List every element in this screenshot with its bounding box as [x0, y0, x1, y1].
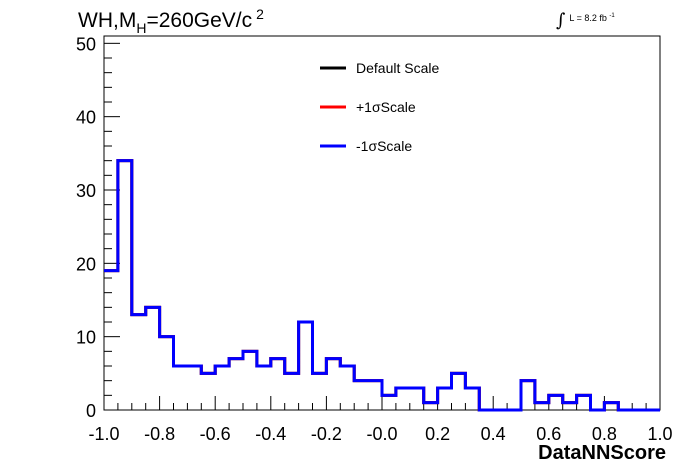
x-axis: -1.0 -0.8 -0.6 -0.4 -0.2 -0.0 0.2 0.4 0.6 0.8 1.0	[88, 396, 673, 444]
luminosity-label: ∫ L = 8.2 fb -1	[556, 10, 615, 31]
axes-frame	[103, 35, 661, 411]
series-line-2	[104, 159, 660, 412]
x-tick-label: -0.8	[144, 424, 175, 444]
y-axis: 0 10 20 30 40 50	[76, 34, 120, 421]
y-tick-label: 30	[76, 181, 96, 201]
x-tick-label: -0.6	[200, 424, 231, 444]
chart-title: WH,MH=260GeV/c 2	[78, 6, 264, 36]
legend-label: Default Scale	[356, 60, 439, 76]
x-tick-label: -0.4	[255, 424, 286, 444]
y-tick-label: 20	[76, 254, 96, 274]
legend-label: -1σScale	[356, 138, 412, 154]
x-tick-label: -1.0	[88, 424, 119, 444]
series-layer	[104, 159, 660, 412]
x-tick-label: -0.0	[366, 424, 397, 444]
legend: Default Scale +1σScale -1σScale	[320, 60, 439, 154]
y-tick-label: 50	[76, 34, 96, 54]
x-tick-label: 0.8	[592, 424, 617, 444]
x-axis-label: DataNNScore	[538, 442, 666, 464]
y-tick-label: 10	[76, 328, 96, 348]
integral-symbol: ∫	[556, 10, 566, 31]
x-tick-label: -0.2	[311, 424, 342, 444]
x-tick-label: 0.4	[481, 424, 506, 444]
y-tick-label: 0	[86, 401, 96, 421]
plot-frame	[103, 35, 661, 411]
x-tick-label: 0.2	[425, 424, 450, 444]
series-line-1	[104, 159, 660, 412]
series-line-3	[104, 159, 660, 412]
y-tick-label: 40	[76, 108, 96, 128]
x-tick-label: 1.0	[647, 424, 672, 444]
x-tick-label: 0.6	[536, 424, 561, 444]
legend-label: +1σScale	[356, 99, 416, 115]
